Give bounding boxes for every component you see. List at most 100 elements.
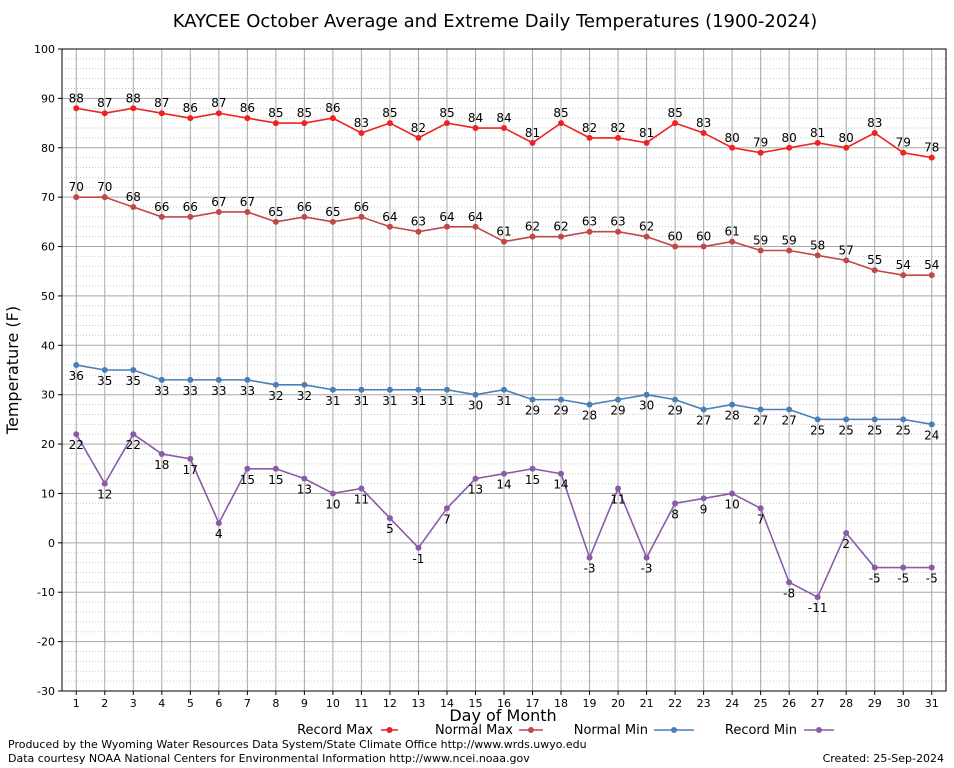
legend: Record Max Normal Max Normal Min Record Min [297, 723, 834, 738]
record-min-point [615, 485, 622, 492]
record-max-point [472, 125, 479, 132]
record-min-data-label: -5 [897, 572, 909, 586]
normal-max-point [501, 238, 507, 245]
y-tick-label: 20 [41, 438, 55, 451]
normal-min-point [729, 401, 736, 408]
normal-min-point [643, 391, 650, 398]
record-min-point [871, 564, 878, 571]
normal-max-point [415, 228, 422, 235]
normal-max-data-label: 57 [839, 243, 854, 257]
normal-max-data-label: 66 [183, 200, 198, 214]
normal-min-point [786, 406, 793, 413]
x-tick-label: 31 [925, 697, 939, 710]
record-max-data-label: 80 [724, 131, 739, 145]
record-min-data-label: 4 [215, 527, 223, 541]
record-min-point [843, 529, 850, 536]
record-min-data-label: -3 [641, 562, 653, 576]
normal-min-point [757, 406, 764, 413]
legend-label-record-min: Record Min [725, 723, 797, 738]
normal-min-data-label: 35 [97, 374, 112, 388]
normal-max-point [244, 208, 251, 215]
record-min-point [158, 450, 165, 457]
record-min-point [643, 554, 650, 561]
record-min-point [101, 480, 108, 487]
record-max-point [301, 120, 308, 127]
normal-max-point [215, 208, 222, 215]
normal-max-data-label: 62 [525, 220, 540, 234]
record-max-data-label: 84 [496, 111, 511, 125]
record-min-data-label: 15 [525, 473, 540, 487]
record-max-point [386, 120, 393, 127]
record-min-data-label: -1 [412, 552, 424, 566]
record-min-point [786, 579, 793, 586]
y-tick-label: 80 [41, 142, 55, 155]
record-max-data-label: 82 [411, 121, 426, 135]
record-min-data-label: 18 [154, 458, 169, 472]
normal-max-point [158, 213, 165, 220]
normal-min-point [215, 376, 222, 383]
record-min-data-label: -5 [869, 572, 881, 586]
record-max-data-label: 85 [439, 106, 454, 120]
record-min-point [130, 431, 137, 438]
normal-max-data-label: 61 [496, 225, 511, 239]
x-tick-label: 9 [301, 697, 308, 710]
footer-created-date: Created: 25-Sep-2024 [822, 752, 944, 765]
normal-max-data-label: 64 [439, 210, 454, 224]
normal-min-data-label: 31 [496, 394, 511, 408]
record-min-data-label: 12 [97, 488, 112, 502]
normal-max-data-label: 64 [382, 210, 397, 224]
normal-min-data-label: 25 [839, 423, 854, 437]
normal-max-point [928, 272, 935, 279]
normal-max-data-label: 61 [724, 225, 739, 239]
record-max-point [615, 134, 622, 141]
record-max-data-label: 85 [553, 106, 568, 120]
x-tick-label: 6 [215, 697, 222, 710]
x-tick-label: 11 [354, 697, 368, 710]
normal-max-data-label: 58 [810, 238, 825, 252]
normal-max-point [73, 194, 80, 201]
footer-data-courtesy: Data courtesy NOAA National Centers for … [8, 752, 530, 765]
record-min-data-label: 22 [126, 438, 141, 452]
x-tick-label: 14 [440, 697, 454, 710]
record-max-point [73, 105, 80, 112]
record-min-point [358, 485, 365, 492]
normal-min-point [386, 386, 393, 393]
normal-max-data-label: 70 [97, 180, 112, 194]
record-max-point [729, 144, 736, 151]
normal-max-point [443, 223, 450, 230]
record-min-data-label: -3 [584, 562, 596, 576]
record-max-point [130, 105, 137, 112]
series [73, 105, 935, 601]
y-tick-label: 10 [41, 487, 55, 500]
record-max-point [158, 110, 165, 117]
normal-min-data-label: 27 [753, 414, 768, 428]
normal-min-data-label: 32 [297, 389, 312, 403]
normal-max-data-label: 63 [610, 215, 625, 229]
x-tick-label: 15 [468, 697, 482, 710]
normal-max-point [329, 218, 336, 225]
record-max-point [358, 129, 365, 136]
x-tick-label: 8 [272, 697, 279, 710]
normal-max-data-label: 65 [325, 205, 340, 219]
normal-min-point [158, 376, 165, 383]
record-max-data-label: 86 [325, 101, 340, 115]
normal-max-point [358, 213, 365, 220]
record-max-data-label: 85 [297, 106, 312, 120]
x-tick-label: 17 [526, 697, 540, 710]
normal-min-data-label: 29 [667, 404, 682, 418]
normal-min-data-label: 33 [154, 384, 169, 398]
record-max-point [672, 120, 679, 127]
normal-max-point [729, 238, 736, 245]
normal-max-data-label: 66 [354, 200, 369, 214]
record-min-point [386, 515, 393, 522]
record-max-data-label: 82 [582, 121, 597, 135]
normal-max-data-label: 60 [696, 230, 711, 244]
record-min-point [928, 564, 935, 571]
x-tick-label: 2 [101, 697, 108, 710]
normal-min-point [672, 396, 679, 403]
normal-min-point [586, 401, 593, 408]
normal-max-data-label: 64 [468, 210, 483, 224]
normal-min-point [101, 367, 108, 373]
x-tick-label: 20 [611, 697, 625, 710]
